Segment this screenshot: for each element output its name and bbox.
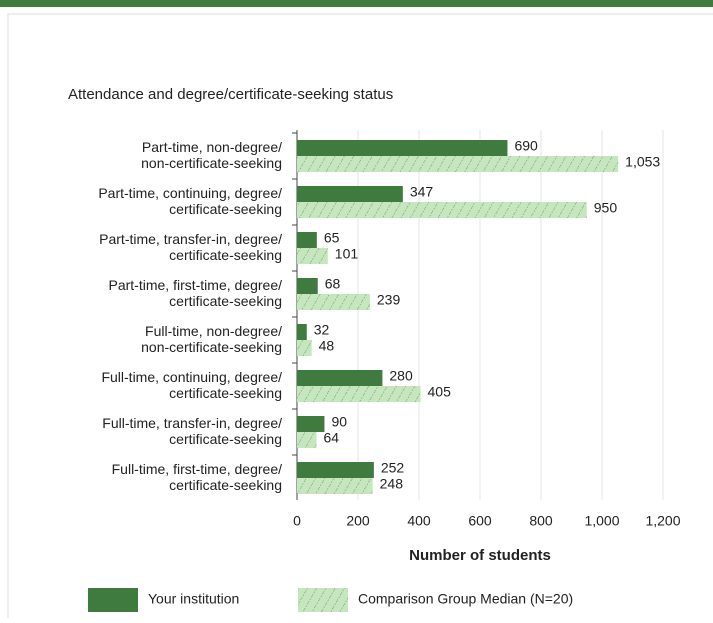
bar xyxy=(297,140,508,156)
top-bar xyxy=(0,0,713,7)
legend-label: Your institution xyxy=(148,591,239,607)
panel xyxy=(7,13,713,623)
x-tick-label: 200 xyxy=(346,513,370,529)
bar xyxy=(297,278,318,294)
bar xyxy=(297,432,317,448)
x-tick-label: 800 xyxy=(529,513,553,529)
y-tick-label: Part-time, continuing, degree/certificat… xyxy=(98,185,282,217)
y-tick-label-line: Part-time, first-time, degree/ xyxy=(109,277,283,293)
x-tick-label: 1,000 xyxy=(584,513,619,529)
y-tick-label-line: certificate-seeking xyxy=(169,431,282,447)
value-label: 690 xyxy=(514,138,538,154)
bar xyxy=(297,340,312,356)
y-tick-label: Part-time, non-degree/non-certificate-se… xyxy=(141,139,282,171)
y-tick-label-line: Full-time, first-time, degree/ xyxy=(112,461,282,477)
y-tick-label: Part-time, transfer-in, degree/certifica… xyxy=(99,231,282,263)
value-label: 950 xyxy=(594,200,618,216)
value-label: 68 xyxy=(325,276,341,292)
y-tick-label-line: certificate-seeking xyxy=(169,385,282,401)
bar xyxy=(297,416,325,432)
chart-title: Attendance and degree/certificate-seekin… xyxy=(68,86,393,103)
y-tick-label-line: certificate-seeking xyxy=(169,293,282,309)
x-tick-label: 0 xyxy=(293,513,301,529)
legend-label: Comparison Group Median (N=20) xyxy=(358,591,573,607)
value-label: 64 xyxy=(324,430,340,446)
y-tick-label: Full-time, non-degree/non-certificate-se… xyxy=(141,323,282,355)
value-label: 405 xyxy=(428,384,452,400)
value-label: 48 xyxy=(319,338,335,354)
y-tick-label-line: certificate-seeking xyxy=(169,247,282,263)
bar xyxy=(297,202,587,218)
value-label: 1,053 xyxy=(625,154,660,170)
y-tick-label: Full-time, first-time, degree/certificat… xyxy=(112,461,282,493)
y-tick-label-line: Full-time, continuing, degree/ xyxy=(101,369,282,385)
y-tick-label: Full-time, continuing, degree/certificat… xyxy=(101,369,282,401)
y-tick-label-line: certificate-seeking xyxy=(169,201,282,217)
value-label: 248 xyxy=(380,476,404,492)
y-tick-label-line: Part-time, transfer-in, degree/ xyxy=(99,231,282,247)
legend-swatch xyxy=(298,588,348,612)
y-tick-label-line: Full-time, transfer-in, degree/ xyxy=(102,415,282,431)
bar xyxy=(297,386,421,402)
value-label: 90 xyxy=(331,414,347,430)
legend-swatch xyxy=(88,588,138,612)
bar xyxy=(297,232,317,248)
value-label: 65 xyxy=(324,230,340,246)
y-tick-label-line: Part-time, continuing, degree/ xyxy=(98,185,282,201)
value-label: 32 xyxy=(314,322,330,338)
y-tick-label-line: Part-time, non-degree/ xyxy=(142,139,282,155)
y-tick-label-line: certificate-seeking xyxy=(169,477,282,493)
bar xyxy=(297,478,373,494)
value-label: 239 xyxy=(377,292,401,308)
value-label: 280 xyxy=(389,368,413,384)
x-tick-label: 400 xyxy=(407,513,431,529)
bar xyxy=(297,186,403,202)
y-tick-label-line: non-certificate-seeking xyxy=(141,155,282,171)
x-tick-label: 600 xyxy=(468,513,492,529)
value-label: 347 xyxy=(410,184,434,200)
y-tick-label-line: Full-time, non-degree/ xyxy=(145,323,282,339)
bar xyxy=(297,156,619,172)
bar xyxy=(297,370,383,386)
value-label: 101 xyxy=(335,246,359,262)
y-tick-label: Full-time, transfer-in, degree/certifica… xyxy=(102,415,282,447)
x-axis-label: Number of students xyxy=(409,547,551,564)
y-tick-label: Part-time, first-time, degree/certificat… xyxy=(109,277,283,309)
bar xyxy=(297,462,374,478)
bar xyxy=(297,294,370,310)
bar xyxy=(297,248,328,264)
x-tick-label: 1,200 xyxy=(645,513,680,529)
bar xyxy=(297,324,307,340)
value-label: 252 xyxy=(381,460,405,476)
y-tick-label-line: non-certificate-seeking xyxy=(141,339,282,355)
